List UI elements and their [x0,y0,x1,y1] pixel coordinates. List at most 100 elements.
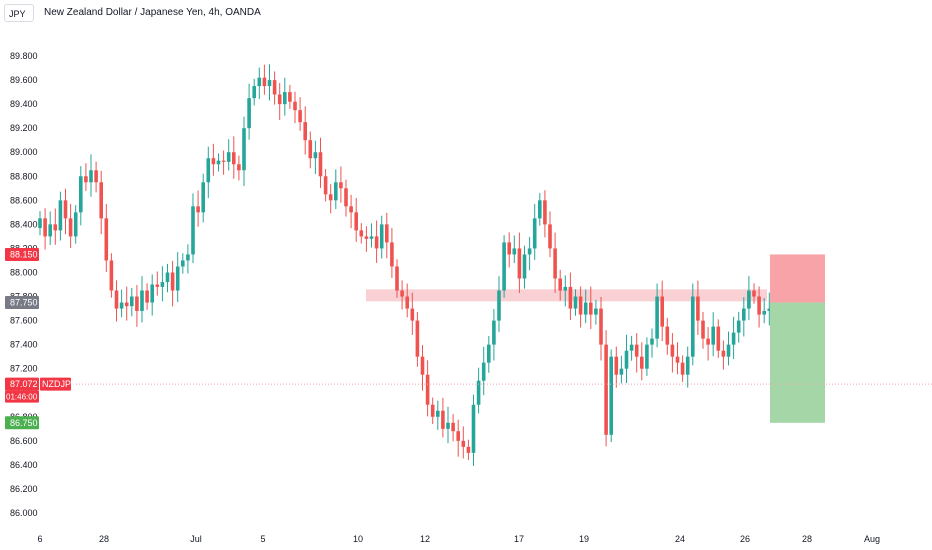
candle-body [293,101,297,111]
symbol-tag [40,377,71,391]
current-price-tag [5,377,39,391]
candle-body [441,410,445,429]
candle-body [354,212,358,231]
candle-body [497,290,501,321]
candle-body [512,248,517,255]
candle-body [757,296,761,315]
candle-body [339,182,343,189]
candle-body [451,422,455,432]
candle-body [532,218,537,249]
candle-body [446,422,450,429]
candle-body [119,302,124,309]
x-tick-label: 6 [37,534,42,544]
candle-body [395,266,399,291]
candle-body [706,338,710,345]
candle-body [502,242,506,291]
y-tick-label: 88.000 [10,267,38,277]
candle-body [79,176,83,213]
candle-body [247,98,251,129]
candle-body [568,286,573,309]
candle-body [53,224,58,231]
candle-body [277,94,282,105]
candle-body [252,86,256,99]
candle-body [242,128,246,171]
candle-body [471,404,476,453]
candle-body [747,290,751,309]
candle-body [660,296,664,327]
candle-body [334,182,338,201]
candle-body [359,230,364,237]
candle-body [594,308,598,315]
x-tick-label: 5 [260,534,265,544]
current-price-tag-label: 87.072 [10,379,38,389]
candle-body [752,290,756,297]
candle-body [767,308,772,311]
candles [38,64,797,466]
candle-body [237,164,241,171]
x-tick-label: 28 [802,534,812,544]
candle-body [48,224,52,237]
candle-body [665,326,670,345]
candle-body [272,80,277,95]
x-tick-label: 24 [675,534,685,544]
candle-body [364,236,369,239]
candle-body [84,176,88,183]
candle-body [150,284,154,303]
candle-body [573,296,578,309]
candle-body [196,206,200,213]
candle-body [390,242,394,267]
candle-body [267,80,272,87]
candle-body [344,188,348,207]
x-tick-label: Jul [190,534,202,544]
x-tick-label: 12 [420,534,430,544]
candle-body [104,218,109,261]
stop-loss-box[interactable] [770,254,825,303]
candle-body [191,206,195,255]
candle-body [211,158,216,165]
candle-body [527,248,532,255]
y-tick-label: 88.800 [10,171,38,181]
candle-body [466,446,471,453]
candle-body [400,290,404,297]
symbol-box[interactable]: JPY [4,4,34,22]
candle-body [303,122,307,141]
y-tick-label: 86.600 [10,436,38,446]
candle-body [221,160,226,162]
candle-body [405,296,409,309]
candle-body [420,356,425,375]
candle-body [583,302,588,315]
candle-body [487,344,491,363]
candle-body [517,248,522,279]
candle-body [216,160,221,165]
x-tick-label: 17 [514,534,524,544]
x-tick-label: Aug [864,534,880,544]
candle-body [425,374,430,405]
candle-body [94,170,98,183]
countdown-tag [5,390,39,403]
candle-body [599,308,603,345]
take-profit-box[interactable] [770,302,825,423]
candle-body [650,338,654,345]
y-tick-label: 88.600 [10,195,38,205]
candle-body [130,296,134,307]
candle-body [461,440,466,447]
candle-body [701,320,705,339]
candle-body [711,326,715,345]
candle-body [155,284,160,287]
candle-body [634,344,639,357]
x-axis: 6 28 Jul 5 10 12 17 19 24 26 28 Aug [37,534,880,544]
candle-body [38,218,42,228]
y-tick-label: 88.400 [10,219,38,229]
y-tick-label: 87.600 [10,316,38,326]
target-price-tag [5,416,39,430]
candle-body [323,176,328,195]
candle-body [609,356,613,435]
candle-body [232,152,236,165]
candle-body [175,266,180,291]
candle-body [99,182,103,219]
candle-body [369,236,374,239]
resistance-zone [366,289,767,302]
candle-body [675,356,680,363]
candle-body [288,92,292,102]
